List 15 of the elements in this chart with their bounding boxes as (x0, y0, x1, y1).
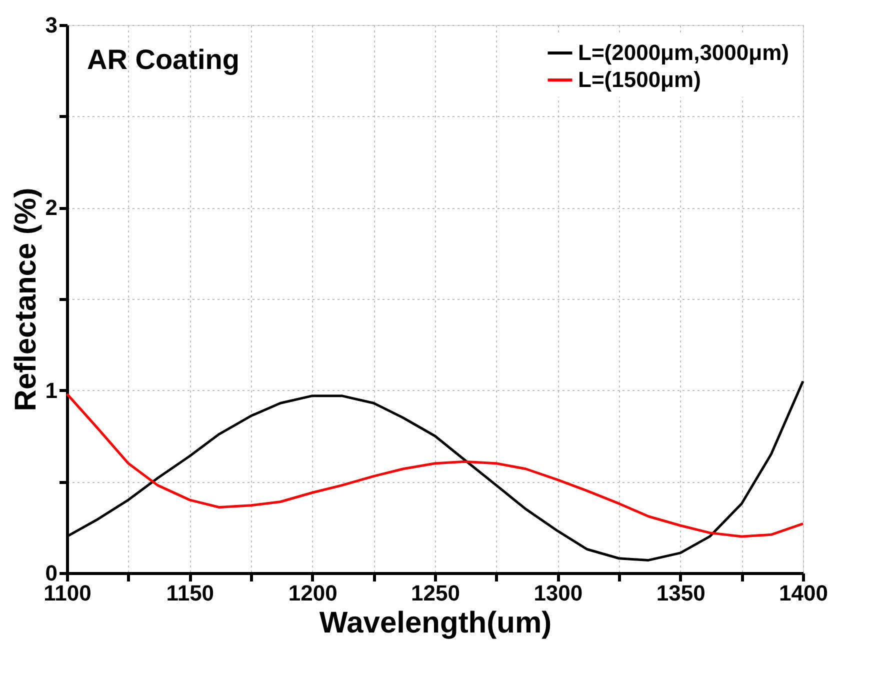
y-tick-label: 1 (45, 378, 58, 403)
x-tick-label: 1250 (411, 580, 460, 606)
x-tick-label: 1300 (534, 580, 583, 606)
x-axis-title: Wavelength(um) (319, 606, 552, 640)
y-axis-title: Reflectance (%) (9, 188, 42, 412)
x-tick-label: 1150 (166, 580, 214, 606)
x-tick-label: 1200 (288, 580, 338, 606)
x-tick-label: 1350 (656, 580, 706, 606)
y-tick-label: 2 (45, 195, 58, 220)
legend-label: L=(2000μm,3000μm) (578, 40, 789, 65)
x-tick-label: 1400 (779, 580, 828, 606)
line-series (66, 392, 804, 538)
annotation: AR Coating (87, 44, 240, 75)
legend-label: L=(1500μm) (578, 67, 701, 92)
y-tick-label: 3 (45, 12, 58, 38)
